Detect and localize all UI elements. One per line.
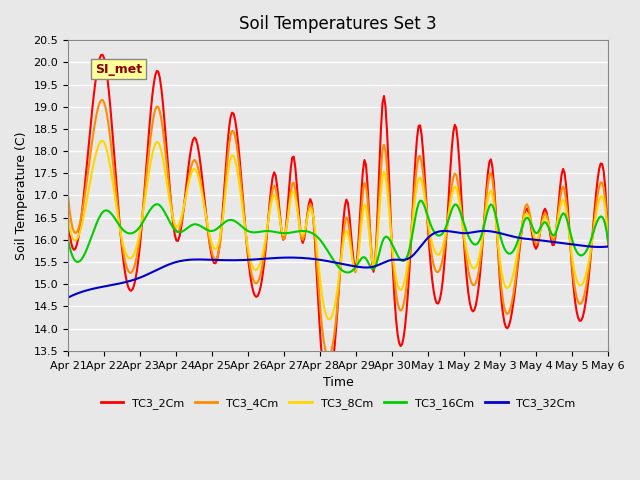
Line: TC3_32Cm: TC3_32Cm [68, 231, 608, 298]
TC3_2Cm [604, 244, 612, 250]
TC3_8Cm [244, 249, 252, 254]
TC3_32Cm [243, 257, 251, 263]
TC3_32Cm [300, 255, 308, 261]
TC3_32Cm [252, 256, 260, 262]
TC3_16Cm [300, 228, 308, 234]
TC3_16Cm [243, 228, 251, 233]
TC3_32Cm [225, 257, 233, 263]
TC3_8Cm [99, 138, 106, 144]
TC3_2Cm [64, 215, 72, 220]
TC3_4Cm [604, 241, 612, 247]
TC3_32Cm [481, 228, 489, 234]
TC3_16Cm [225, 217, 233, 223]
TC3_2Cm [302, 225, 310, 231]
TC3_2Cm [323, 384, 331, 390]
TC3_2Cm [227, 115, 234, 120]
TC3_2Cm [577, 318, 585, 324]
TC3_2Cm [99, 52, 106, 58]
TC3_8Cm [604, 237, 612, 243]
TC3_8Cm [64, 215, 72, 220]
TC3_4Cm [324, 354, 332, 360]
Text: SI_met: SI_met [95, 63, 142, 76]
TC3_8Cm [577, 283, 585, 288]
TC3_4Cm [302, 224, 310, 230]
TC3_4Cm [64, 192, 72, 198]
TC3_16Cm [64, 237, 72, 243]
TC3_32Cm [64, 295, 72, 300]
TC3_2Cm [132, 275, 140, 281]
Legend: TC3_2Cm, TC3_4Cm, TC3_8Cm, TC3_16Cm, TC3_32Cm: TC3_2Cm, TC3_4Cm, TC3_8Cm, TC3_16Cm, TC3… [96, 394, 580, 414]
TC3_8Cm [302, 224, 310, 229]
TC3_32Cm [131, 277, 138, 283]
TC3_16Cm [604, 239, 612, 245]
TC3_8Cm [254, 266, 262, 272]
TC3_16Cm [416, 198, 424, 204]
TC3_8Cm [227, 156, 234, 161]
TC3_8Cm [326, 316, 333, 322]
TC3_32Cm [604, 244, 612, 250]
Y-axis label: Soil Temperature (C): Soil Temperature (C) [15, 131, 28, 260]
TC3_4Cm [254, 279, 262, 285]
TC3_8Cm [132, 247, 140, 252]
Title: Soil Temperatures Set 3: Soil Temperatures Set 3 [239, 15, 437, 33]
TC3_4Cm [227, 132, 234, 138]
TC3_16Cm [252, 229, 260, 235]
TC3_4Cm [244, 254, 252, 260]
TC3_4Cm [99, 97, 106, 103]
TC3_16Cm [577, 252, 585, 258]
TC3_16Cm [131, 229, 138, 235]
Line: TC3_8Cm: TC3_8Cm [68, 141, 608, 319]
TC3_2Cm [244, 259, 252, 265]
TC3_4Cm [132, 259, 140, 264]
TC3_2Cm [254, 293, 262, 299]
Line: TC3_4Cm: TC3_4Cm [68, 100, 608, 357]
TC3_16Cm [344, 270, 352, 276]
Line: TC3_2Cm: TC3_2Cm [68, 55, 608, 387]
TC3_32Cm [576, 242, 584, 248]
X-axis label: Time: Time [323, 376, 353, 389]
Line: TC3_16Cm: TC3_16Cm [68, 201, 608, 273]
TC3_4Cm [577, 300, 585, 306]
